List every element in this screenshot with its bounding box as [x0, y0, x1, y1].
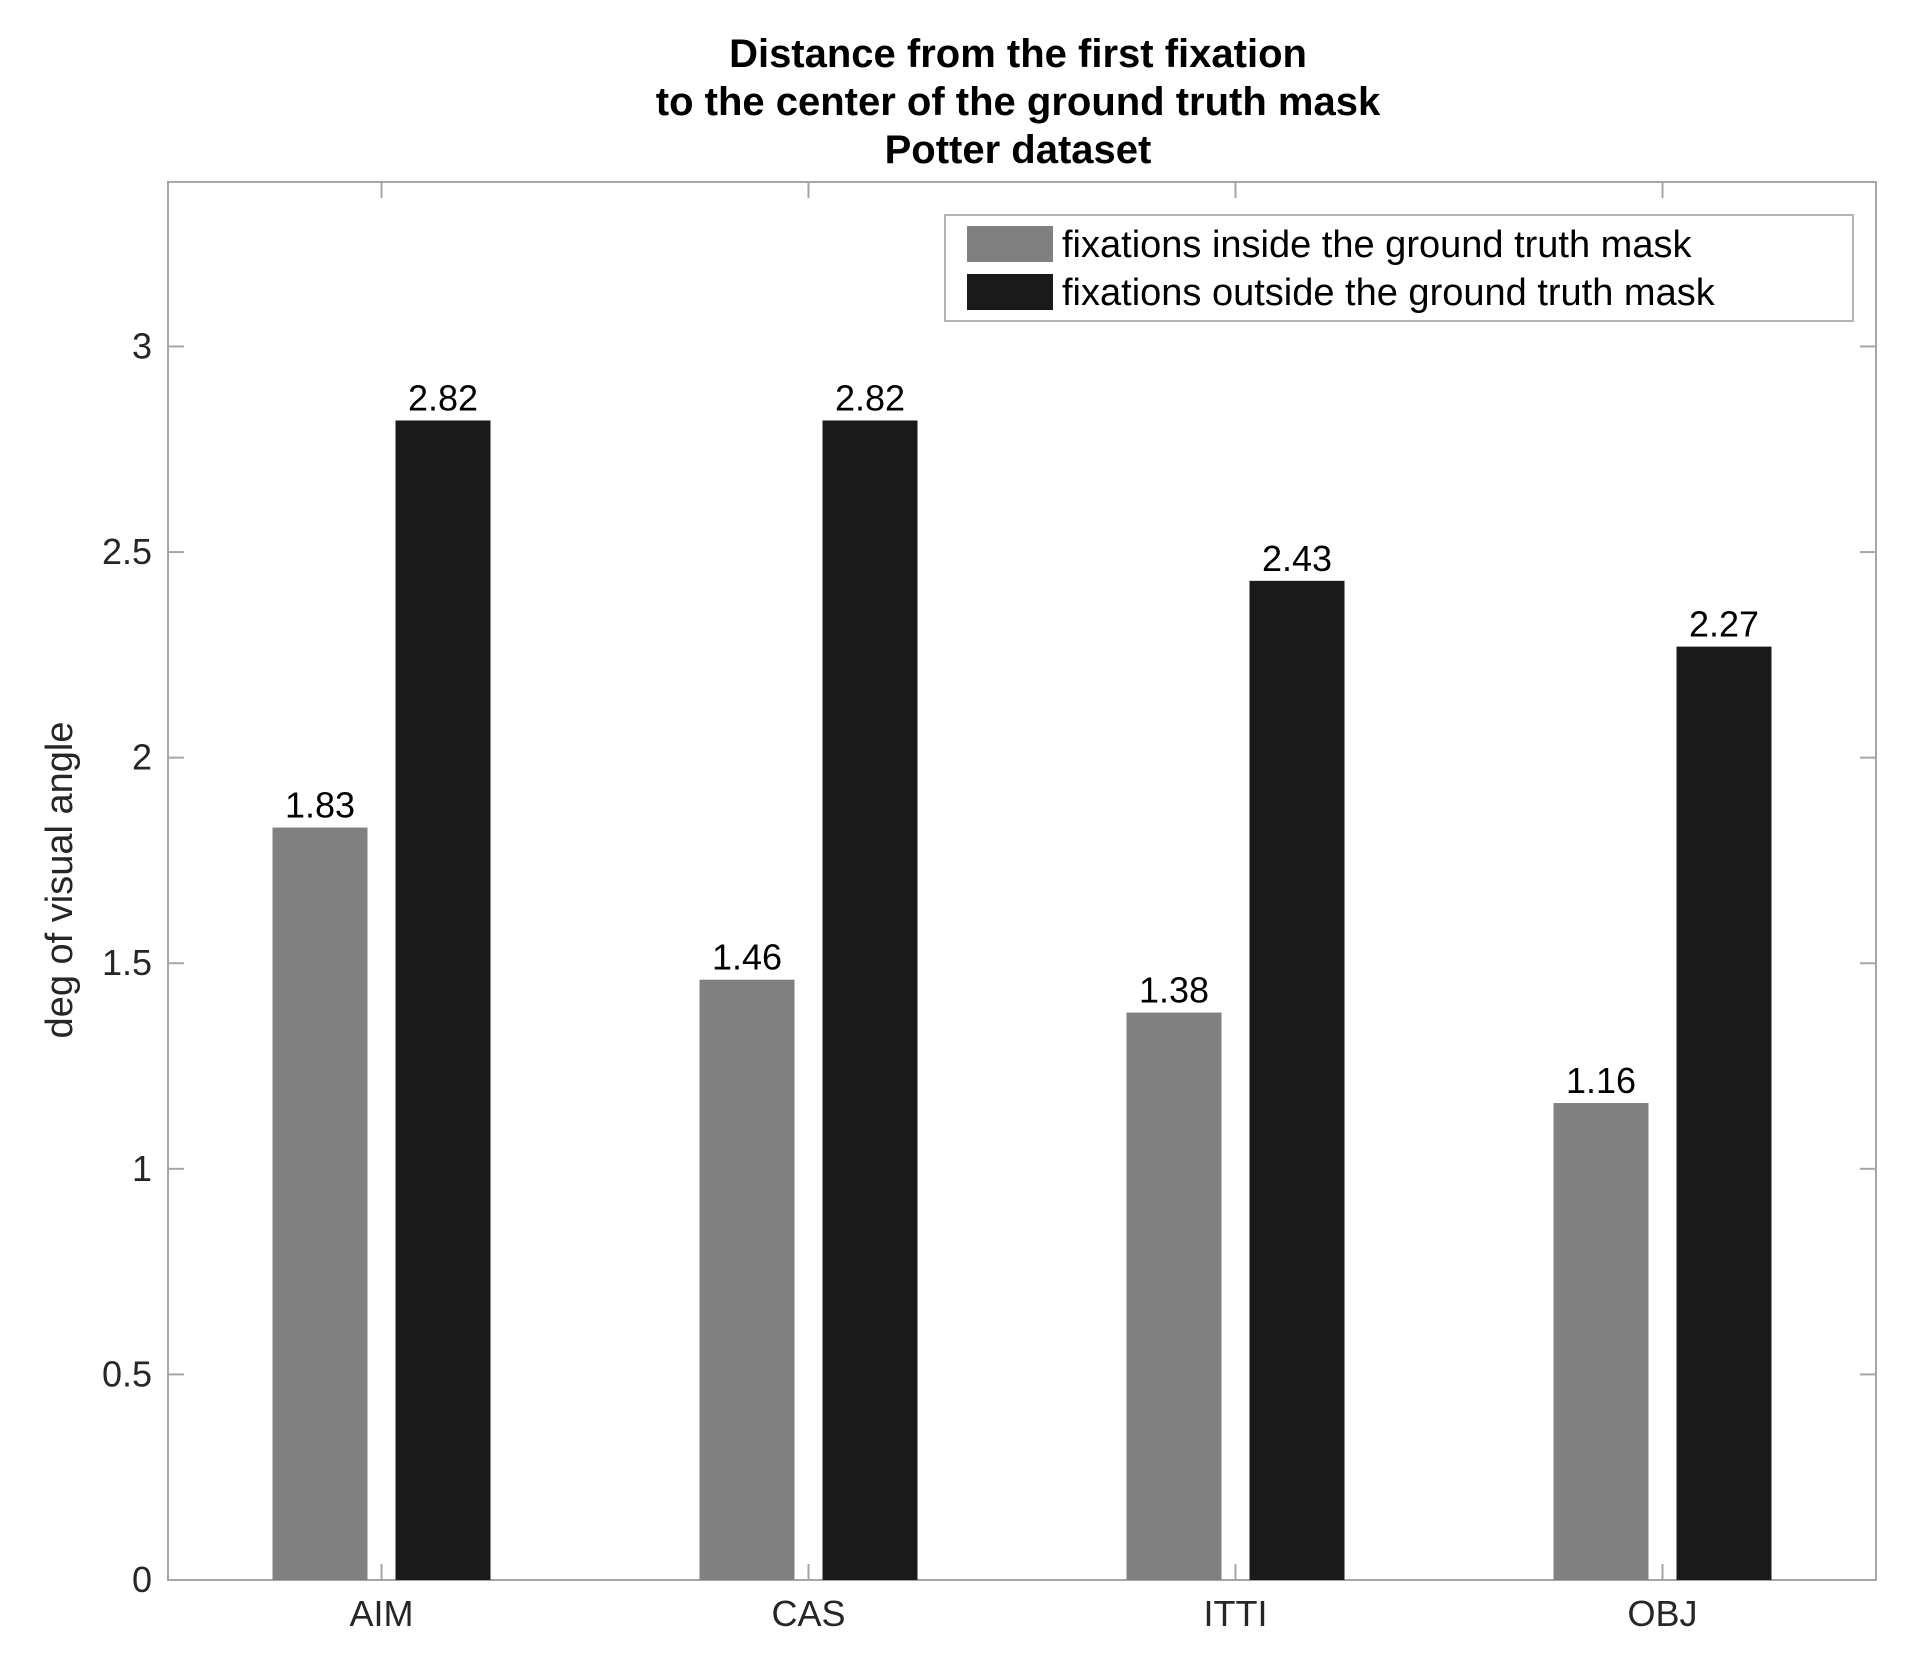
legend-label-outside: fixations outside the ground truth mask — [1062, 272, 1716, 314]
y-tick-label: 0 — [132, 1559, 152, 1600]
legend-box — [944, 214, 1854, 322]
x-tick-label-cas: CAS — [771, 1593, 845, 1634]
y-tick-label: 1.5 — [102, 942, 152, 983]
x-tick-label-obj: OBJ — [1627, 1593, 1697, 1634]
bar-cas-series-1 — [822, 420, 918, 1580]
chart-title-line-1: Distance from the first fixation — [729, 32, 1307, 76]
legend-swatch-inside — [967, 226, 1053, 262]
y-axis-ticks: 0 0.5 1 1.5 2 2.5 3 — [102, 325, 1876, 1600]
bar-value-label-obj-series-1: 2.27 — [1689, 604, 1759, 645]
y-tick-label: 1 — [132, 1148, 152, 1189]
bar-itti-series-1 — [1249, 580, 1345, 1580]
bars-layer — [272, 420, 1772, 1580]
y-tick-label: 0.5 — [102, 1353, 152, 1394]
bar-value-label-cas-series-0: 1.46 — [712, 937, 782, 978]
bar-labels-layer: 1.83 2.82 1.46 2.82 1.38 2.43 1.16 2.27 — [285, 377, 1759, 1101]
x-tick-label-aim: AIM — [349, 1593, 413, 1634]
bar-aim-series-0 — [272, 827, 368, 1580]
bar-cas-series-0 — [699, 979, 795, 1580]
y-tick-label: 2 — [132, 737, 152, 778]
bar-value-label-cas-series-1: 2.82 — [835, 377, 905, 418]
x-axis-ticks: AIM CAS ITTI OBJ — [349, 182, 1698, 1634]
y-axis-label: deg of visual angle — [39, 722, 81, 1039]
legend: fixations inside the ground truth mask f… — [944, 214, 1854, 322]
legend-swatch-outside — [967, 274, 1053, 310]
bar-value-label-obj-series-0: 1.16 — [1566, 1060, 1636, 1101]
bar-obj-series-1 — [1676, 646, 1772, 1580]
bar-value-label-itti-series-1: 2.43 — [1262, 538, 1332, 579]
bar-value-label-aim-series-1: 2.82 — [408, 377, 478, 418]
bar-value-label-itti-series-0: 1.38 — [1139, 970, 1209, 1011]
bar-value-label-aim-series-0: 1.83 — [285, 785, 355, 826]
bar-aim-series-1 — [395, 420, 491, 1580]
bar-itti-series-0 — [1126, 1012, 1222, 1580]
bar-obj-series-0 — [1553, 1103, 1649, 1580]
y-tick-label: 2.5 — [102, 531, 152, 572]
y-tick-label: 3 — [132, 325, 152, 366]
chart-title: Distance from the first fixation to the … — [656, 32, 1381, 172]
chart-title-line-3: Potter dataset — [885, 128, 1152, 172]
x-tick-label-itti: ITTI — [1204, 1593, 1268, 1634]
legend-label-inside: fixations inside the ground truth mask — [1062, 224, 1692, 266]
chart-title-line-2: to the center of the ground truth mask — [656, 80, 1381, 124]
